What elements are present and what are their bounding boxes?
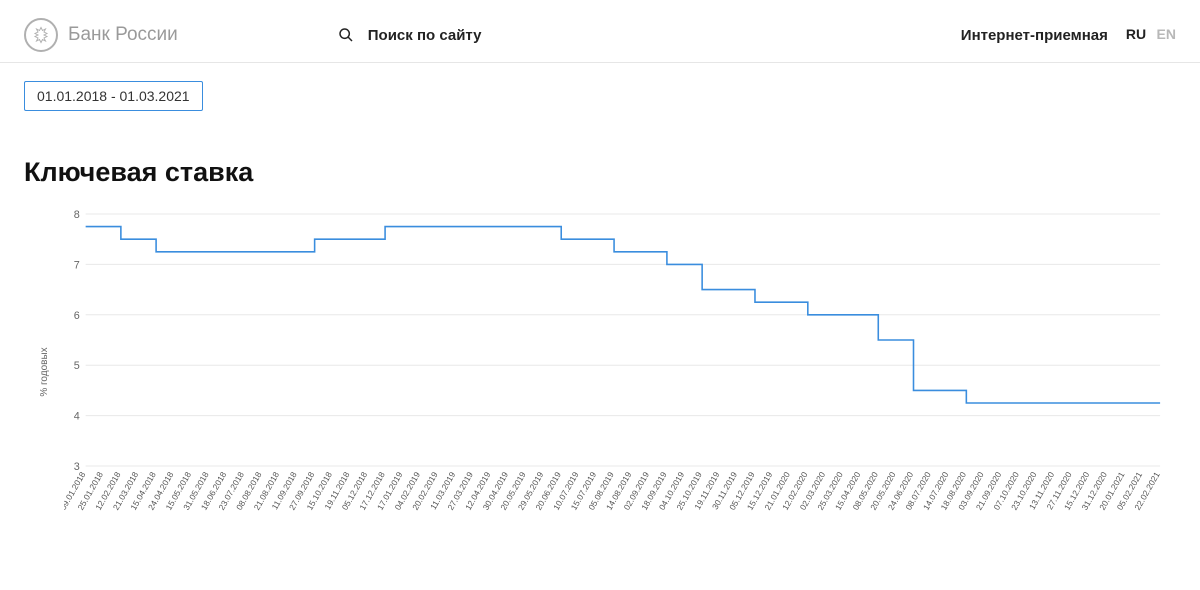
svg-text:5: 5 xyxy=(74,360,80,372)
brand-logo-icon xyxy=(24,18,58,52)
chart-container: % годовых 34567809.01.201825.01.201812.0… xyxy=(24,208,1176,536)
key-rate-chart: 34567809.01.201825.01.201812.02.201821.0… xyxy=(64,208,1166,536)
search-icon xyxy=(338,27,354,43)
svg-text:4: 4 xyxy=(74,411,80,423)
svg-text:8: 8 xyxy=(74,209,80,221)
search-block[interactable]: Поиск по сайту xyxy=(338,27,482,44)
brand-block[interactable]: Банк России xyxy=(24,18,178,52)
lang-ru-button[interactable]: RU xyxy=(1126,26,1146,42)
lang-switch: RU EN xyxy=(1126,26,1176,44)
search-label: Поиск по сайту xyxy=(368,27,482,44)
svg-text:6: 6 xyxy=(74,310,80,322)
svg-text:7: 7 xyxy=(74,259,80,271)
chart-title: Ключевая ставка xyxy=(24,157,1176,188)
header-right: Интернет-приемная RU EN xyxy=(961,26,1176,44)
date-range-selector[interactable]: 01.01.2018 - 01.03.2021 xyxy=(24,81,203,111)
brand-name: Банк России xyxy=(68,24,178,46)
y-axis-label: % годовых xyxy=(39,347,50,396)
lang-en-button[interactable]: EN xyxy=(1157,26,1176,42)
content-area: 01.01.2018 - 01.03.2021 Ключевая ставка … xyxy=(0,63,1200,536)
reception-link[interactable]: Интернет-приемная xyxy=(961,27,1108,44)
site-header: Банк России Поиск по сайту Интернет-прие… xyxy=(0,0,1200,63)
